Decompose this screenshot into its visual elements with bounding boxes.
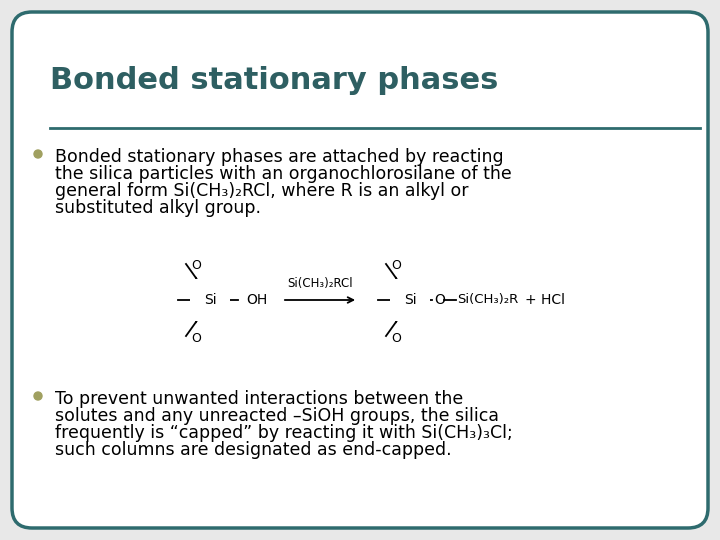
Text: Si(CH₃)₂RCl: Si(CH₃)₂RCl: [287, 277, 353, 290]
Text: such columns are designated as end-capped.: such columns are designated as end-cappe…: [55, 441, 451, 459]
Text: Bonded stationary phases are attached by reacting: Bonded stationary phases are attached by…: [55, 148, 503, 166]
Text: To prevent unwanted interactions between the: To prevent unwanted interactions between…: [55, 390, 463, 408]
Text: O: O: [191, 332, 201, 345]
Text: OH: OH: [246, 293, 267, 307]
Text: O: O: [191, 259, 201, 272]
Text: Si: Si: [204, 293, 216, 307]
Text: Bonded stationary phases: Bonded stationary phases: [50, 66, 498, 95]
Text: frequently is “capped” by reacting it with Si(CH₃)₃Cl;: frequently is “capped” by reacting it wi…: [55, 424, 513, 442]
Text: substituted alkyl group.: substituted alkyl group.: [55, 199, 261, 217]
Text: solutes and any unreacted –SiOH groups, the silica: solutes and any unreacted –SiOH groups, …: [55, 407, 499, 425]
Circle shape: [34, 392, 42, 400]
Text: + HCl: + HCl: [525, 293, 565, 307]
Text: O: O: [391, 259, 401, 272]
FancyBboxPatch shape: [12, 12, 708, 528]
Text: general form Si(CH₃)₂RCl, where R is an alkyl or: general form Si(CH₃)₂RCl, where R is an …: [55, 182, 469, 200]
Text: O: O: [434, 293, 445, 307]
Text: Si: Si: [404, 293, 416, 307]
Text: the silica particles with an organochlorosilane of the: the silica particles with an organochlor…: [55, 165, 512, 183]
Text: Si(CH₃)₂R: Si(CH₃)₂R: [457, 294, 518, 307]
Circle shape: [34, 150, 42, 158]
Text: O: O: [391, 332, 401, 345]
